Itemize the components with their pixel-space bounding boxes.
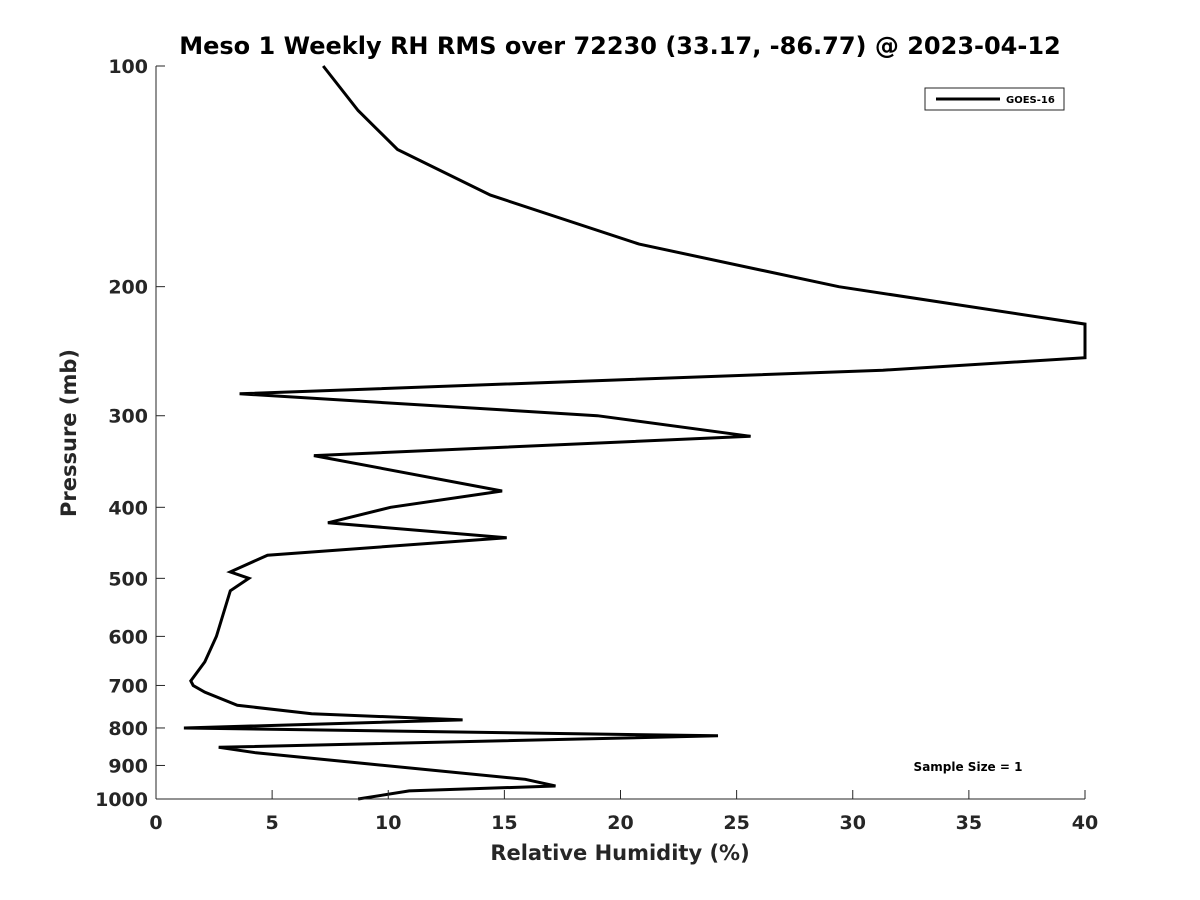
legend: GOES-16 xyxy=(924,87,1065,111)
y-tick-label: 800 xyxy=(108,718,148,740)
y-tick-label: 500 xyxy=(108,568,148,590)
x-tick-label: 10 xyxy=(375,812,401,834)
x-tick-label: 15 xyxy=(491,812,517,834)
x-tick-label: 35 xyxy=(956,812,982,834)
y-tick-label: 1000 xyxy=(95,789,148,811)
plot-area xyxy=(183,65,1087,801)
y-tick-label: 300 xyxy=(108,406,148,428)
x-tick-label: 40 xyxy=(1072,812,1098,834)
y-tick-label: 100 xyxy=(108,56,148,78)
legend-label: GOES-16 xyxy=(1006,95,1055,106)
x-tick-label: 20 xyxy=(607,812,633,834)
chart-title: Meso 1 Weekly RH RMS over 72230 (33.17, … xyxy=(179,32,1061,60)
series-line-goes-16 xyxy=(183,65,1087,801)
sample-size-annotation: Sample Size = 1 xyxy=(914,760,1023,774)
x-axis-label: Relative Humidity (%) xyxy=(490,841,749,865)
x-tick-label: 0 xyxy=(149,812,162,834)
y-axis-ticks: 100 200 300 400 500 600 700 800 900 1000 xyxy=(95,56,165,811)
y-tick-label: 200 xyxy=(108,277,148,299)
x-tick-label: 25 xyxy=(723,812,749,834)
x-tick-label: 5 xyxy=(266,812,279,834)
y-axis-label: Pressure (mb) xyxy=(57,349,81,517)
y-tick-label: 900 xyxy=(108,755,148,777)
y-tick-label: 400 xyxy=(108,497,148,519)
y-tick-label: 700 xyxy=(108,675,148,697)
x-axis-ticks: 0 5 10 15 20 25 30 35 40 xyxy=(149,790,1098,834)
x-tick-label: 30 xyxy=(840,812,866,834)
y-tick-label: 600 xyxy=(108,626,148,648)
